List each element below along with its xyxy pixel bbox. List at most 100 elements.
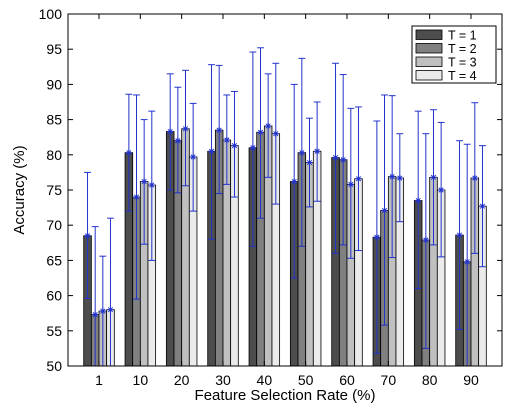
x-axis: 1 10 20 30 40 50 60 70 80 90 xyxy=(95,14,479,388)
mean-marker-4-50 xyxy=(313,148,321,155)
x-axis-label: Feature Selection Rate (%) xyxy=(195,387,376,404)
mean-marker-3-60 xyxy=(347,181,355,188)
mean-marker-stroke-3 xyxy=(92,312,98,318)
mean-marker-2-40 xyxy=(257,129,264,136)
y-tick-label-50: 50 xyxy=(46,358,62,374)
mean-marker-1-20 xyxy=(166,128,174,135)
mean-marker-4-60 xyxy=(355,175,362,182)
error-bars-layer xyxy=(84,47,486,367)
mean-marker-1-50 xyxy=(290,178,298,185)
legend-label-4: T = 4 xyxy=(448,69,477,83)
x-tick-label-40: 40 xyxy=(257,372,273,388)
y-tick-label-55: 55 xyxy=(46,323,62,339)
y-tick-label-100: 100 xyxy=(39,6,63,22)
mean-marker-3-70 xyxy=(388,173,396,180)
y-tick-label-95: 95 xyxy=(46,41,62,57)
mean-marker-stroke-3 xyxy=(133,194,140,200)
y-tick-label-75: 75 xyxy=(46,182,62,198)
mean-marker-stroke-3 xyxy=(479,203,486,209)
mean-marker-4-40 xyxy=(272,130,280,137)
y-tick-label-90: 90 xyxy=(46,76,62,92)
mean-marker-4-30 xyxy=(231,142,238,149)
mean-marker-stroke-3 xyxy=(374,234,380,240)
mean-marker-stroke-3 xyxy=(456,232,463,238)
mean-marker-stroke-3 xyxy=(472,175,478,181)
mean-marker-stroke-3 xyxy=(84,233,91,239)
mean-marker-stroke-3 xyxy=(389,174,395,180)
mean-marker-stroke-3 xyxy=(224,137,230,143)
legend: T = 1T = 2T = 3T = 4 xyxy=(411,25,497,84)
mean-marker-stroke-3 xyxy=(423,237,429,243)
mean-marker-3-1 xyxy=(99,307,107,315)
x-tick-label-70: 70 xyxy=(381,372,397,388)
mean-marker-stroke-3 xyxy=(464,259,470,265)
mean-marker-stroke-3 xyxy=(182,126,189,132)
mean-marker-4-80 xyxy=(437,186,445,194)
mean-marker-stroke-3 xyxy=(231,143,238,149)
mean-marker-1-80 xyxy=(414,197,422,204)
x-tick-label-50: 50 xyxy=(298,372,314,388)
mean-marker-2-70 xyxy=(381,207,388,214)
mean-marker-stroke-3 xyxy=(107,307,114,313)
y-tick-label-65: 65 xyxy=(46,252,62,268)
mean-marker-4-10 xyxy=(148,181,156,189)
mean-marker-1-1 xyxy=(84,232,91,239)
mean-marker-3-30 xyxy=(223,136,231,144)
mean-marker-stroke-3 xyxy=(175,138,181,144)
mean-marker-2-60 xyxy=(339,156,347,163)
mean-marker-3-20 xyxy=(182,125,189,132)
mean-marker-stroke-3 xyxy=(340,157,346,163)
mean-marker-2-90 xyxy=(463,258,471,266)
mean-marker-stroke-3 xyxy=(355,176,362,182)
mean-marker-3-10 xyxy=(140,178,148,185)
mean-marker-stroke-3 xyxy=(216,127,222,133)
y-tick-label-80: 80 xyxy=(46,147,62,163)
mean-marker-stroke-3 xyxy=(141,178,147,185)
mean-marker-stroke-3 xyxy=(306,159,313,166)
mean-marker-1-60 xyxy=(332,154,339,161)
mean-marker-stroke-3 xyxy=(149,182,155,188)
mean-marker-2-80 xyxy=(422,236,430,244)
mean-marker-stroke-3 xyxy=(167,128,173,135)
mean-marker-1-90 xyxy=(456,231,463,239)
mean-marker-3-40 xyxy=(264,122,272,130)
x-tick-label-90: 90 xyxy=(463,372,479,388)
mean-marker-4-90 xyxy=(479,202,486,210)
mean-marker-stroke-3 xyxy=(291,178,297,185)
mean-marker-stroke-3 xyxy=(126,150,132,156)
mean-marker-4-70 xyxy=(396,174,404,182)
legend-swatch-3 xyxy=(415,56,443,67)
mean-marker-4-1 xyxy=(107,306,114,313)
legend-label-2: T = 2 xyxy=(448,42,477,56)
mean-marker-stroke-3 xyxy=(381,207,388,214)
x-tick-label-30: 30 xyxy=(215,372,231,388)
mean-marker-2-20 xyxy=(174,137,182,144)
legend-swatch-1 xyxy=(415,29,443,40)
mean-marker-3-80 xyxy=(430,174,437,181)
mean-marker-stroke-3 xyxy=(299,150,305,156)
x-tick-label-20: 20 xyxy=(174,372,190,388)
y-axis-label: Accuracy (%) xyxy=(11,145,28,234)
mean-marker-4-20 xyxy=(189,153,197,161)
mean-marker-stroke-3 xyxy=(250,145,256,151)
mean-marker-stroke-3 xyxy=(190,154,196,160)
mean-marker-2-10 xyxy=(133,193,140,201)
mean-marker-1-40 xyxy=(249,144,257,151)
mean-marker-stroke-3 xyxy=(438,187,444,193)
y-tick-label-60: 60 xyxy=(46,288,62,304)
mean-marker-stroke-3 xyxy=(397,175,403,181)
mean-marker-3-50 xyxy=(306,159,313,166)
legend-swatch-2 xyxy=(415,43,443,54)
x-tick-label-10: 10 xyxy=(133,372,149,388)
x-tick-label-1: 1 xyxy=(95,372,103,388)
mean-marker-stroke-3 xyxy=(273,131,279,137)
mean-marker-stroke-3 xyxy=(348,181,354,187)
mean-marker-stroke-3 xyxy=(332,155,339,161)
legend-swatch-4 xyxy=(415,70,443,81)
mean-marker-stroke-3 xyxy=(314,148,320,154)
legend-label-1: T = 1 xyxy=(448,29,477,43)
mean-marker-1-10 xyxy=(125,149,133,156)
mean-marker-stroke-3 xyxy=(415,197,421,204)
mean-marker-2-50 xyxy=(298,149,306,156)
